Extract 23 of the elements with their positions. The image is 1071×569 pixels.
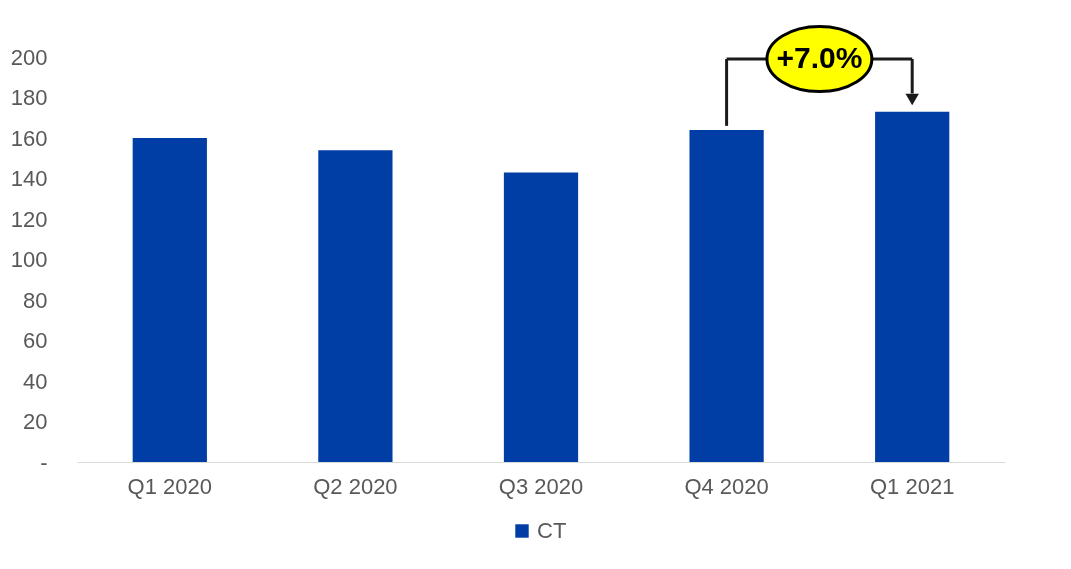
y-tick-label: 180 — [10, 85, 48, 110]
y-tick-label: 40 — [23, 368, 48, 394]
y-tick-label: 200 — [10, 44, 48, 70]
bar — [132, 138, 207, 462]
bar — [318, 150, 393, 462]
x-tick-label: Q4 2020 — [684, 473, 769, 499]
y-tick-label: 20 — [23, 409, 48, 434]
y-tick-label: 160 — [10, 125, 48, 151]
bar — [689, 129, 764, 462]
legend-label: CT — [537, 518, 567, 543]
y-tick-label: 100 — [10, 247, 48, 272]
bar — [875, 111, 950, 462]
x-tick-label: Q2 2020 — [313, 473, 398, 499]
y-tick-label: - — [40, 449, 48, 475]
y-tick-label: 80 — [23, 287, 48, 313]
bar — [503, 172, 579, 462]
x-tick-label: Q3 2020 — [498, 473, 584, 499]
y-tick-label: 140 — [10, 166, 48, 191]
y-tick-label: 60 — [23, 328, 48, 353]
annotation: +7.0% — [776, 41, 863, 75]
x-tick-label: Q1 2021 — [870, 473, 955, 499]
y-tick-label: 120 — [10, 206, 48, 232]
x-tick-label: Q1 2020 — [127, 473, 212, 499]
